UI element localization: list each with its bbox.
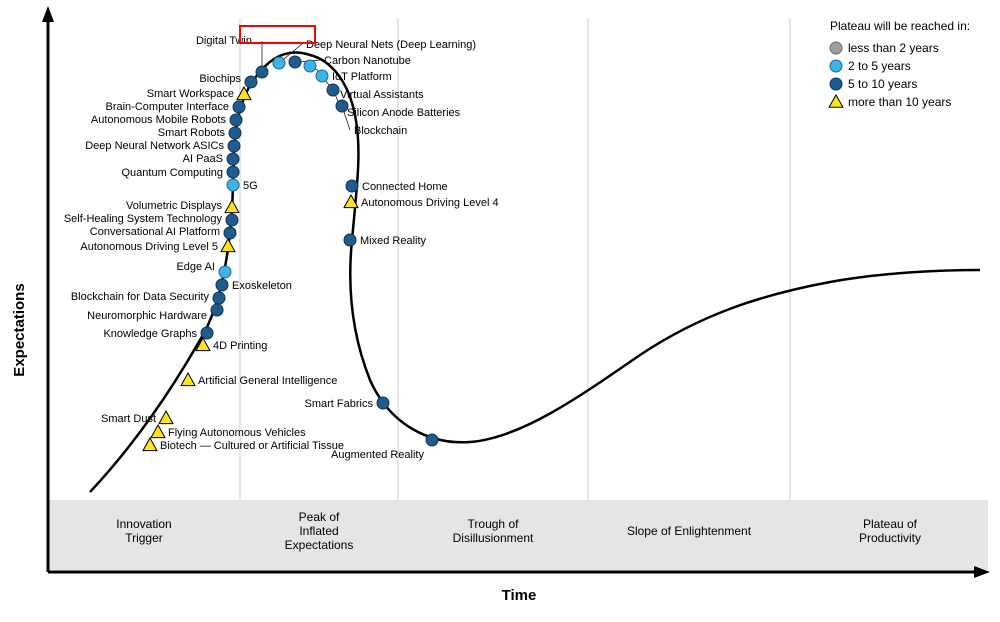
tech-point <box>230 114 242 126</box>
tech-label: Smart Dust <box>101 413 156 425</box>
tech-label: Silicon Anode Batteries <box>347 107 461 119</box>
phase-label: Disillusionment <box>453 531 534 545</box>
tech-label: Quantum Computing <box>122 167 224 179</box>
y-axis-label: Expectations <box>11 283 28 376</box>
tech-point <box>226 214 238 226</box>
phase-label: Expectations <box>285 538 354 552</box>
phase-label: Trough of <box>468 517 520 531</box>
tech-label: Conversational AI Platform <box>90 226 220 238</box>
tech-point <box>316 70 328 82</box>
tech-point <box>233 101 245 113</box>
tech-label: Connected Home <box>362 181 448 193</box>
tech-label: Autonomous Driving Level 4 <box>361 197 499 209</box>
tech-label: Biotech — Cultured or Artificial Tissue <box>160 440 344 452</box>
tech-label: Smart Robots <box>158 127 226 139</box>
legend-title: Plateau will be reached in: <box>830 19 970 33</box>
tech-point <box>377 397 389 409</box>
tech-label: 4D Printing <box>213 340 267 352</box>
legend-label: more than 10 years <box>848 95 951 109</box>
tech-label: Blockchain <box>354 125 407 137</box>
tech-label: 5G <box>243 180 258 192</box>
tech-label: Knowledge Graphs <box>103 328 197 340</box>
tech-label: Augmented Reality <box>331 449 424 461</box>
tech-point <box>346 180 358 192</box>
phase-label: Slope of Enlightenment <box>627 524 752 538</box>
tech-point <box>227 166 239 178</box>
tech-label: Exoskeleton <box>232 280 292 292</box>
tech-label: Carbon Nanotube <box>324 55 411 67</box>
phase-label: Productivity <box>859 531 921 545</box>
tech-point <box>227 153 239 165</box>
tech-point <box>229 127 241 139</box>
tech-label: Flying Autonomous Vehicles <box>168 427 306 439</box>
tech-point <box>336 100 348 112</box>
tech-label: Deep Neural Network ASICs <box>85 140 224 152</box>
phase-label: Plateau of <box>863 517 918 531</box>
tech-point <box>344 234 356 246</box>
tech-label: Self-Healing System Technology <box>64 213 223 225</box>
hype-cycle-chart: InnovationTriggerPeak ofInflatedExpectat… <box>0 0 1000 622</box>
tech-point <box>227 179 239 191</box>
legend-marker <box>830 42 842 54</box>
tech-label: Virtual Assistants <box>340 89 424 101</box>
tech-label: Edge AI <box>176 261 215 273</box>
tech-point <box>426 434 438 446</box>
legend-marker <box>830 60 842 72</box>
tech-label: Brain-Computer Interface <box>106 101 230 113</box>
phase-label: Inflated <box>299 524 338 538</box>
tech-point <box>304 60 316 72</box>
tech-label: Volumetric Displays <box>126 200 222 212</box>
tech-label: Autonomous Mobile Robots <box>91 114 227 126</box>
tech-label: AI PaaS <box>183 153 223 165</box>
legend-label: less than 2 years <box>848 41 939 55</box>
legend-label: 2 to 5 years <box>848 59 911 73</box>
tech-label: IoT Platform <box>332 71 392 83</box>
tech-point <box>289 56 301 68</box>
phase-label: Innovation <box>116 517 171 531</box>
phase-label: Peak of <box>299 510 340 524</box>
tech-label: Mixed Reality <box>360 235 427 247</box>
phase-label: Trigger <box>125 531 163 545</box>
tech-point <box>327 84 339 96</box>
tech-label: Deep Neural Nets (Deep Learning) <box>306 39 476 51</box>
tech-label: Autonomous Driving Level 5 <box>80 241 218 253</box>
legend-marker <box>830 78 842 90</box>
tech-point <box>219 266 231 278</box>
tech-point <box>228 140 240 152</box>
tech-label: Smart Fabrics <box>305 398 374 410</box>
tech-label: Digital Twin <box>196 35 252 47</box>
tech-label: Smart Workspace <box>147 88 234 100</box>
tech-point <box>273 57 285 69</box>
tech-point <box>256 66 268 78</box>
tech-point <box>216 279 228 291</box>
tech-label: Blockchain for Data Security <box>71 291 210 303</box>
tech-label: Biochips <box>199 73 241 85</box>
tech-point <box>245 76 257 88</box>
x-axis-label: Time <box>502 587 537 604</box>
tech-point <box>213 292 225 304</box>
legend-label: 5 to 10 years <box>848 77 917 91</box>
tech-point <box>224 227 236 239</box>
tech-point <box>211 304 223 316</box>
tech-label: Artificial General Intelligence <box>198 375 337 387</box>
tech-point <box>201 327 213 339</box>
tech-label: Neuromorphic Hardware <box>87 310 207 322</box>
